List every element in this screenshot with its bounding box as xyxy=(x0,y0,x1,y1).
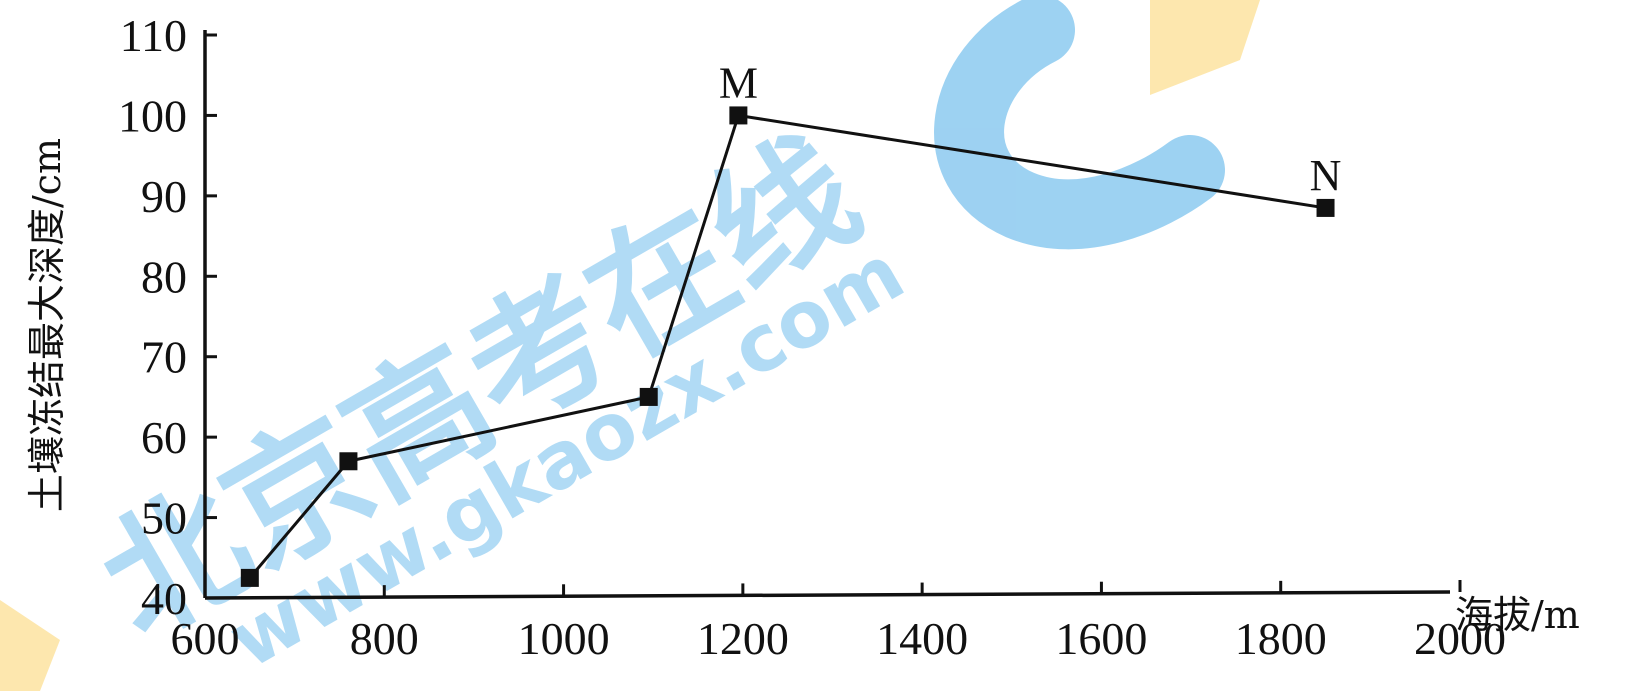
y-tick-label: 50 xyxy=(141,493,187,544)
x-axis-ticks: 600 800 1000 1200 1400 1600 1800 2000 xyxy=(171,580,1506,664)
y-axis-ticks: 40 50 60 70 80 90 100 110 xyxy=(118,10,217,624)
point-label-m: M xyxy=(719,58,758,107)
series: MN xyxy=(240,58,1342,587)
watermark-corner-orange xyxy=(0,600,60,691)
y-tick-label: 60 xyxy=(141,412,187,463)
data-point xyxy=(1316,198,1335,217)
y-tick-label: 100 xyxy=(118,90,187,141)
x-tick-label: 1400 xyxy=(876,613,968,664)
x-tick-label: 800 xyxy=(350,613,419,664)
data-point xyxy=(339,452,358,471)
y-tick-label: 70 xyxy=(141,332,187,383)
x-tick-label: 1000 xyxy=(518,613,610,664)
watermark-logo-arc xyxy=(934,0,1225,250)
x-tick-label: 600 xyxy=(171,613,240,664)
axes xyxy=(203,30,1451,600)
x-tick-label: 2000 xyxy=(1414,613,1506,664)
x-axis-title: 海拔/m xyxy=(1455,593,1580,637)
y-tick-label: 110 xyxy=(120,10,187,61)
data-point xyxy=(240,568,259,587)
x-tick-label: 1800 xyxy=(1235,613,1327,664)
point-label-n: N xyxy=(1310,151,1342,200)
y-tick-label: 40 xyxy=(141,573,187,624)
y-axis-title: 土壤冻结最大深度/cm xyxy=(25,138,69,512)
x-tick-label: 1600 xyxy=(1055,613,1147,664)
data-point xyxy=(729,106,748,125)
watermark-logo-orange xyxy=(1150,0,1260,95)
data-point xyxy=(639,387,658,406)
y-tick-label: 90 xyxy=(141,171,187,222)
watermark: 北京高考在线 www.gkaozx.com xyxy=(0,0,1260,691)
y-tick-label: 80 xyxy=(141,251,187,302)
x-axis-line xyxy=(204,590,1451,600)
x-tick-label: 1200 xyxy=(697,613,789,664)
